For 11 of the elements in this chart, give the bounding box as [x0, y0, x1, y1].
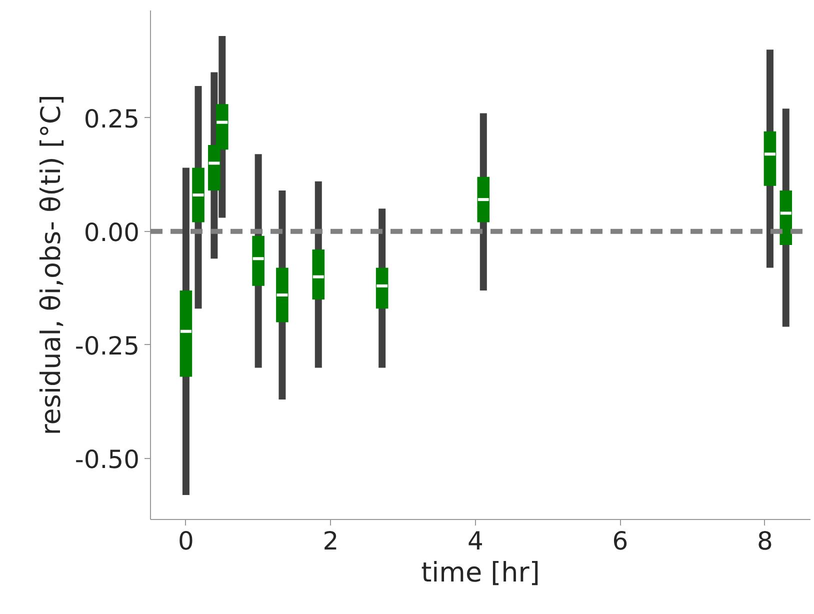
y-tick-label: 0.00 [84, 218, 140, 247]
x-tick-label: 8 [756, 526, 773, 556]
x-tick-label: 4 [467, 526, 484, 556]
y-axis-title: residual, θi,obs- θ(ti) [°C] [36, 94, 67, 436]
x-axis-title: time [hr] [421, 558, 540, 588]
x-tick-label: 2 [322, 526, 339, 556]
y-tick-label: -0.50 [74, 445, 140, 474]
x-tick-label: 6 [612, 526, 628, 556]
x-tick-label: 0 [178, 526, 194, 556]
y-tick-label: 0.25 [84, 104, 140, 134]
y-tick-label: -0.25 [74, 331, 140, 360]
